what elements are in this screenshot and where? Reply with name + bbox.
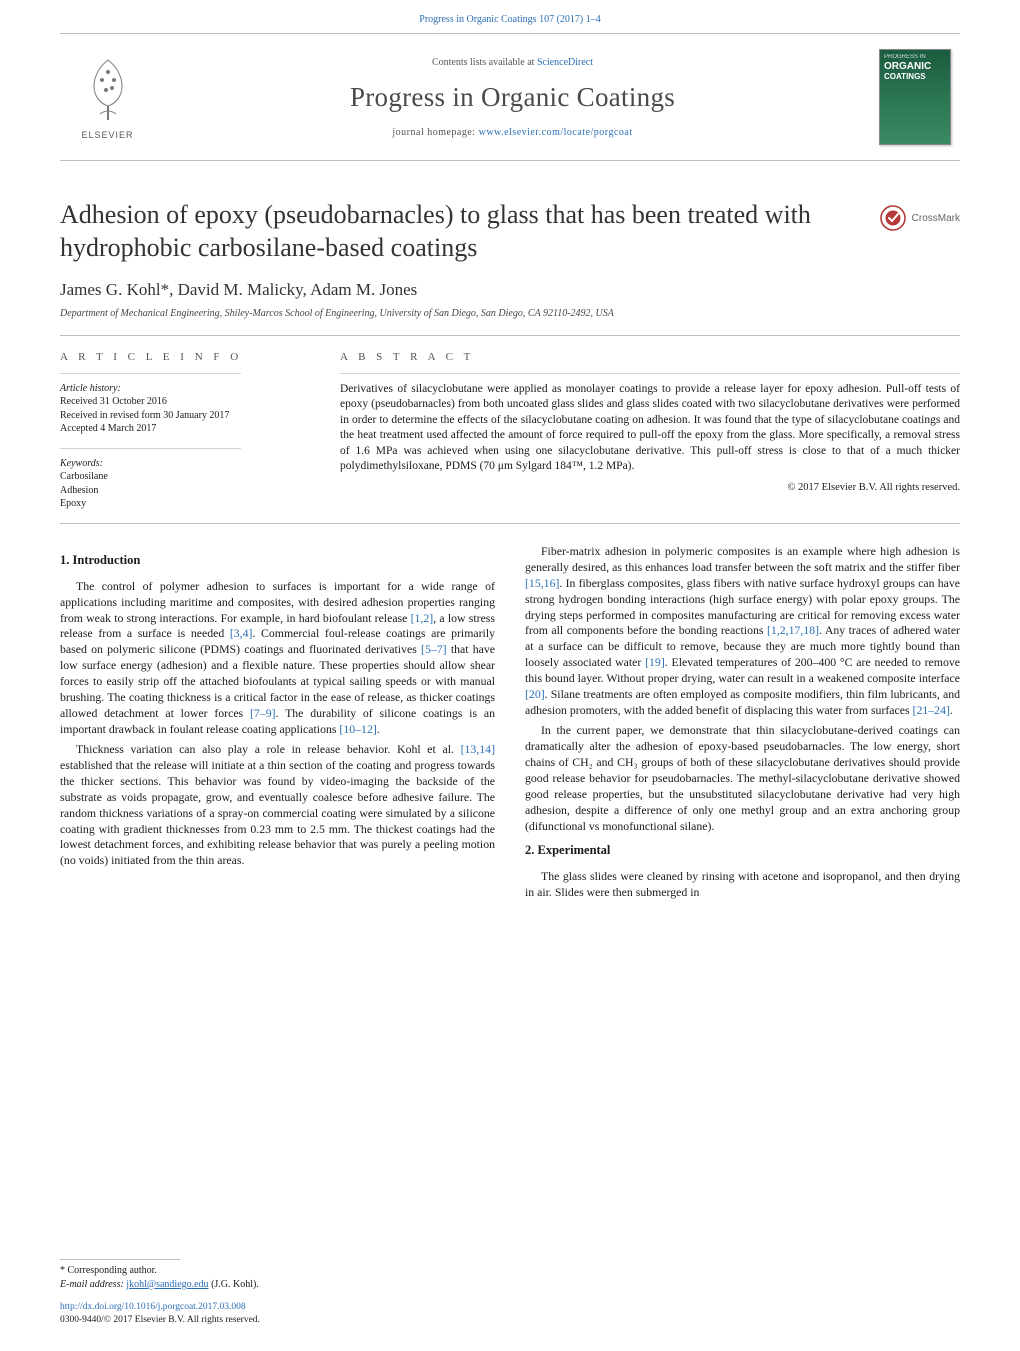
- sciencedirect-link[interactable]: ScienceDirect: [537, 57, 593, 68]
- footer: * Corresponding author. E-mail address: …: [60, 1259, 960, 1327]
- abstract-rule: [340, 373, 960, 374]
- paragraph: Fiber-matrix adhesion in polymeric compo…: [525, 544, 960, 719]
- citation[interactable]: [1,2,17,18]: [767, 623, 819, 637]
- text-run: Fiber-matrix adhesion in polymeric compo…: [525, 544, 960, 574]
- citation[interactable]: [5–7]: [421, 642, 447, 656]
- cover-box: PROGRESS IN ORGANIC COATINGS: [879, 49, 951, 145]
- title-block: Adhesion of epoxy (pseudobarnacles) to g…: [60, 199, 960, 264]
- history-label: Article history:: [60, 382, 312, 396]
- journal-header: ELSEVIER Contents lists available at Sci…: [60, 33, 960, 161]
- keyword: Epoxy: [60, 497, 312, 511]
- abstract-heading: A B S T R A C T: [340, 350, 960, 365]
- paragraph: In the current paper, we demonstrate tha…: [525, 723, 960, 834]
- homepage-prefix: journal homepage:: [392, 127, 478, 138]
- article-info-heading: A R T I C L E I N F O: [60, 350, 312, 365]
- text-run: .: [377, 722, 380, 736]
- homepage-line: journal homepage: www.elsevier.com/locat…: [392, 127, 632, 138]
- keyword: Adhesion: [60, 484, 312, 498]
- paragraph: The glass slides were cleaned by rinsing…: [525, 869, 960, 901]
- affiliation: Department of Mechanical Engineering, Sh…: [60, 308, 960, 319]
- cover-line3: COATINGS: [884, 72, 946, 81]
- text-run: established that the release will initia…: [60, 758, 495, 868]
- email-link[interactable]: jkohl@sandiego.edu: [126, 1279, 208, 1290]
- citation[interactable]: [3,4]: [230, 626, 253, 640]
- text-run: . Silane treatments are often employed a…: [525, 687, 960, 717]
- section-1-title: 1. Introduction: [60, 552, 495, 569]
- abstract: A B S T R A C T Derivatives of silacyclo…: [340, 350, 960, 511]
- email-label: E-mail address:: [60, 1279, 126, 1290]
- contents-line: Contents lists available at ScienceDirec…: [432, 57, 593, 68]
- body-columns: 1. Introduction The control of polymer a…: [60, 544, 960, 901]
- doi-line: http://dx.doi.org/10.1016/j.porgcoat.201…: [60, 1301, 960, 1314]
- info-abstract-row: A R T I C L E I N F O Article history: R…: [60, 336, 960, 524]
- journal-name: Progress in Organic Coatings: [350, 82, 675, 113]
- keywords-block: Keywords: Carbosilane Adhesion Epoxy: [60, 457, 312, 511]
- elsevier-tree-icon: [76, 54, 140, 128]
- crossmark-label: CrossMark: [912, 213, 960, 224]
- citation[interactable]: [10–12]: [339, 722, 376, 736]
- homepage-link[interactable]: www.elsevier.com/locate/porgcoat: [479, 127, 633, 138]
- citation[interactable]: [19]: [645, 655, 665, 669]
- citation[interactable]: [1,2]: [411, 611, 434, 625]
- paragraph: Thickness variation can also play a role…: [60, 742, 495, 869]
- info-rule-1: [60, 373, 241, 374]
- email-name: (J.G. Kohl).: [209, 1279, 259, 1290]
- cover-line2: ORGANIC: [884, 61, 946, 72]
- cover-line1: PROGRESS IN: [884, 54, 946, 60]
- journal-cover-thumb: PROGRESS IN ORGANIC COATINGS: [870, 34, 960, 160]
- history-revised: Received in revised form 30 January 2017: [60, 409, 312, 423]
- text-run: .: [950, 703, 953, 717]
- citation[interactable]: [13,14]: [461, 742, 495, 756]
- header-center: Contents lists available at ScienceDirec…: [155, 34, 870, 160]
- citation[interactable]: [20]: [525, 687, 545, 701]
- issn-line: 0300-9440/© 2017 Elsevier B.V. All right…: [60, 1314, 960, 1327]
- corresponding-author-note: * Corresponding author. E-mail address: …: [60, 1264, 960, 1291]
- journal-reference: Progress in Organic Coatings 107 (2017) …: [0, 0, 1020, 33]
- footnote-rule: [60, 1259, 180, 1260]
- crossmark-icon: [880, 205, 906, 231]
- abstract-text: Derivatives of silacyclobutane were appl…: [340, 382, 960, 475]
- text-run: Thickness variation can also play a role…: [76, 742, 461, 756]
- elsevier-logo: ELSEVIER: [60, 34, 155, 160]
- article-title: Adhesion of epoxy (pseudobarnacles) to g…: [60, 199, 960, 264]
- author-list: James G. Kohl*, David M. Malicky, Adam M…: [60, 280, 960, 300]
- history-received: Received 31 October 2016: [60, 395, 312, 409]
- doi-link[interactable]: http://dx.doi.org/10.1016/j.porgcoat.201…: [60, 1302, 246, 1312]
- abstract-copyright: © 2017 Elsevier B.V. All rights reserved…: [340, 481, 960, 495]
- contents-prefix: Contents lists available at: [432, 57, 537, 68]
- paragraph: The control of polymer adhesion to surfa…: [60, 579, 495, 738]
- info-rule-2: [60, 448, 241, 449]
- article-info: A R T I C L E I N F O Article history: R…: [60, 350, 312, 511]
- history-accepted: Accepted 4 March 2017: [60, 422, 312, 436]
- keyword: Carbosilane: [60, 470, 312, 484]
- section-2-title: 2. Experimental: [525, 842, 960, 859]
- citation[interactable]: [15,16]: [525, 576, 559, 590]
- crossmark-badge[interactable]: CrossMark: [880, 205, 960, 231]
- elsevier-text: ELSEVIER: [81, 130, 133, 140]
- citation[interactable]: [7–9]: [250, 706, 276, 720]
- keywords-label: Keywords:: [60, 457, 312, 471]
- citation[interactable]: [21–24]: [913, 703, 950, 717]
- corr-label: * Corresponding author.: [60, 1264, 960, 1278]
